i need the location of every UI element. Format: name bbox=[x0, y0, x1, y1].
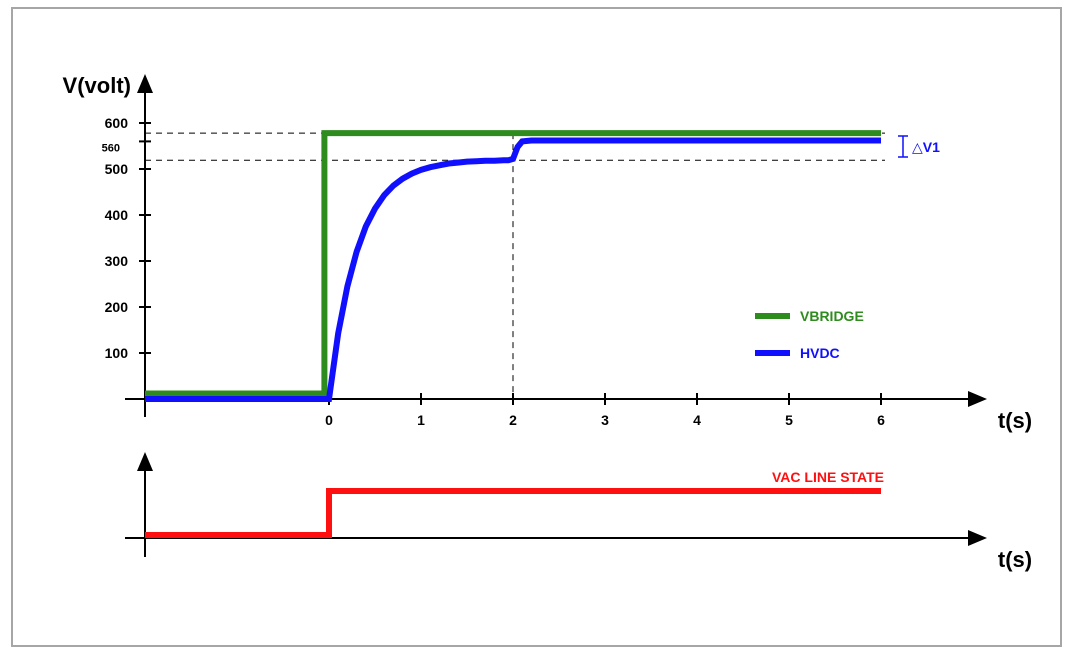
vac-line-state-label: VAC LINE STATE bbox=[772, 469, 884, 485]
reference-lines bbox=[145, 132, 885, 399]
y-tick-label: 600 bbox=[105, 115, 129, 131]
x-tick-label: 6 bbox=[877, 412, 885, 428]
bottom-x-axis-label: t(s) bbox=[998, 547, 1032, 572]
y-ticks: 600 560 500 400 300 200 100 bbox=[102, 115, 151, 361]
series-line-vbridge bbox=[145, 130, 881, 397]
bottom-x-axis-arrow bbox=[968, 530, 987, 546]
top-x-axis-arrow bbox=[968, 391, 987, 407]
x-tick-label: 0 bbox=[325, 412, 333, 428]
legend: VBRIDGE HVDC bbox=[755, 308, 864, 361]
vac-line-state-series bbox=[145, 488, 881, 538]
chart-frame bbox=[11, 7, 1062, 647]
delta-v1-label: △V1 bbox=[912, 139, 940, 155]
y-tick-label: 200 bbox=[105, 299, 129, 315]
y-tick-label: 560 bbox=[102, 142, 120, 154]
x-tick-label: 5 bbox=[785, 412, 793, 428]
top-y-axis-arrow bbox=[137, 74, 153, 93]
y-tick-label: 100 bbox=[105, 345, 129, 361]
legend-label-hvdc: HVDC bbox=[800, 345, 840, 361]
x-tick-label: 2 bbox=[509, 412, 517, 428]
x-tick-label: 3 bbox=[601, 412, 609, 428]
chart-canvas: V(volt) t(s) 600 560 500 400 300 200 100 0 1 2 3 4… bbox=[63, 73, 1033, 572]
y-tick-label: 500 bbox=[105, 161, 129, 177]
x-tick-label: 4 bbox=[693, 412, 701, 428]
legend-label-vbridge: VBRIDGE bbox=[800, 308, 864, 324]
bottom-y-axis-arrow bbox=[137, 452, 153, 471]
top-x-axis-label: t(s) bbox=[998, 408, 1032, 433]
y-tick-label: 400 bbox=[105, 207, 129, 223]
x-tick-label: 1 bbox=[417, 412, 425, 428]
series-line-hvdc bbox=[145, 137, 881, 402]
delta-v1-bracket bbox=[898, 135, 908, 158]
series-group bbox=[145, 130, 881, 402]
y-axis-label: V(volt) bbox=[63, 73, 131, 98]
y-tick-label: 300 bbox=[105, 253, 129, 269]
